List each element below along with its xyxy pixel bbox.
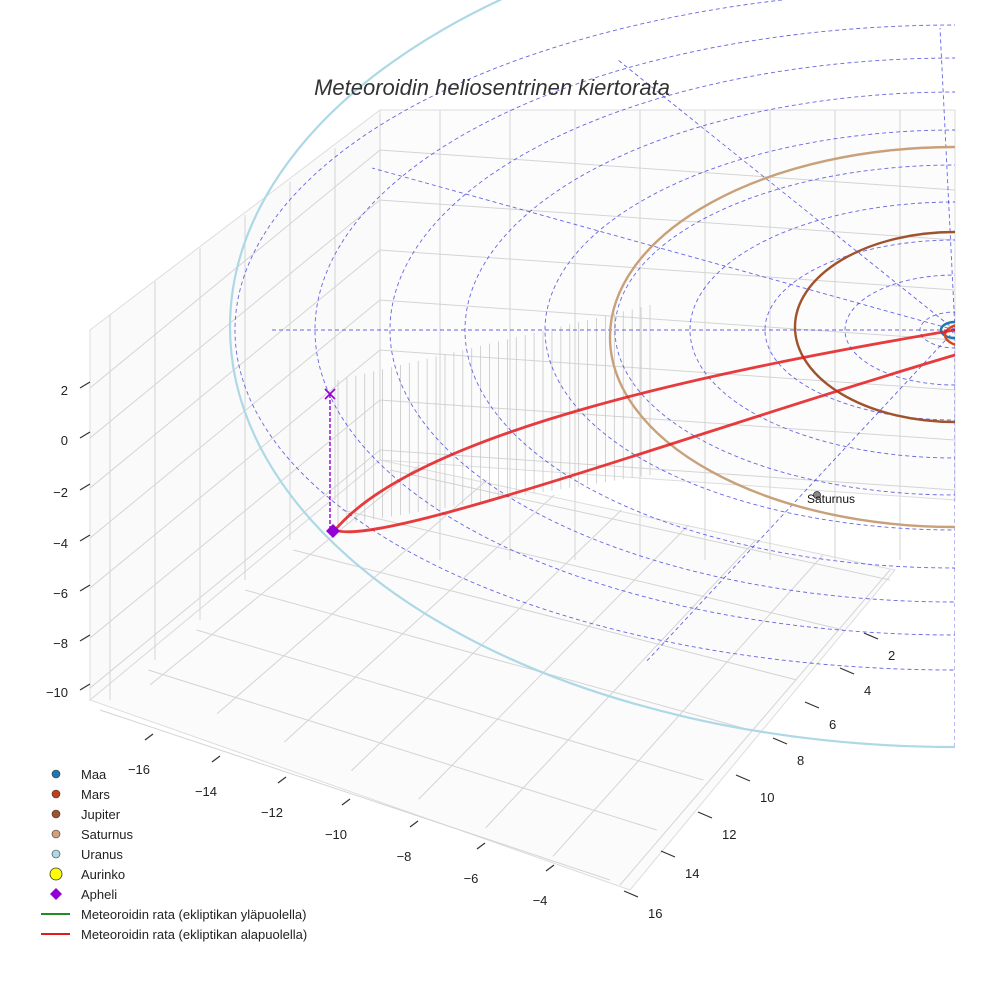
x-tick-mark bbox=[277, 776, 287, 784]
legend-marker-3 bbox=[51, 829, 61, 839]
planet-points: M Saturnus bbox=[807, 295, 972, 506]
ecliptic-spoke bbox=[617, 59, 955, 331]
ecliptic-spoke bbox=[939, 27, 955, 331]
planet-label-maa: M bbox=[958, 295, 968, 309]
ecliptic-grid bbox=[234, 0, 955, 750]
ecliptic-ring bbox=[234, 0, 955, 671]
orbit-mars bbox=[943, 324, 955, 346]
chart-title: Meteoroidin heliosentrinen kiertorata bbox=[314, 75, 670, 100]
z-tick-mark bbox=[79, 381, 91, 389]
z-tick-label: −8 bbox=[53, 636, 68, 651]
x-tick-label: −10 bbox=[325, 827, 347, 842]
z-tick-label: 0 bbox=[61, 433, 68, 448]
orbit-saturnus bbox=[608, 145, 955, 529]
planet-point-saturnus bbox=[813, 491, 821, 499]
x-tick-mark bbox=[211, 755, 221, 763]
x-tick-mark bbox=[545, 864, 555, 872]
z-tick-label: −6 bbox=[53, 586, 68, 601]
x-tick-mark bbox=[144, 733, 154, 741]
z-tick-label: −10 bbox=[46, 685, 68, 700]
y-tick-label: 14 bbox=[685, 866, 699, 881]
x-tick-label: −8 bbox=[397, 849, 412, 864]
legend-marker-2 bbox=[51, 809, 61, 819]
x-tick-mark bbox=[476, 842, 486, 850]
y-tick-mark bbox=[735, 774, 751, 782]
x-axis-ticks: −16 −14 −12 −10 −8 −6 −4 bbox=[128, 733, 555, 908]
z-tick-mark bbox=[79, 431, 91, 439]
legend-label: Saturnus bbox=[81, 827, 134, 842]
y-tick-mark bbox=[660, 850, 676, 858]
z-axis-ticks: 2 0 −2 −4 −6 −8 −10 bbox=[46, 381, 91, 700]
y-tick-mark bbox=[839, 667, 855, 675]
aphelion-projection-cross bbox=[324, 388, 336, 400]
y-tick-label: 8 bbox=[797, 753, 804, 768]
legend-label: Apheli bbox=[81, 887, 117, 902]
y-tick-mark bbox=[772, 737, 788, 745]
y-axis-ticks: 2 4 6 8 10 12 14 16 bbox=[623, 632, 895, 921]
y-tick-mark bbox=[623, 890, 639, 898]
y-tick-label: 12 bbox=[722, 827, 736, 842]
axes-panes bbox=[89, 108, 956, 891]
orbit-maa bbox=[939, 320, 955, 340]
orbit-jupiter bbox=[793, 230, 955, 424]
y-tick-mark bbox=[804, 701, 820, 709]
legend-label: Maa bbox=[81, 767, 107, 782]
z-tick-label: 2 bbox=[61, 383, 68, 398]
y-tick-label: 6 bbox=[829, 717, 836, 732]
x-tick-label: −6 bbox=[464, 871, 479, 886]
legend-label: Mars bbox=[81, 787, 110, 802]
legend-marker-0 bbox=[51, 769, 61, 779]
legend-label: Uranus bbox=[81, 847, 123, 862]
aphelion-marker bbox=[326, 524, 340, 538]
x-tick-label: −16 bbox=[128, 762, 150, 777]
planet-label-saturnus: Saturnus bbox=[807, 492, 855, 506]
planet-point-maa bbox=[965, 295, 972, 302]
aphelion-marks bbox=[324, 388, 340, 538]
legend: Maa Mars Jupiter Saturnus Uranus Aurinko Aphel… bbox=[41, 767, 307, 942]
legend-marker-4 bbox=[51, 849, 61, 859]
y-tick-label: 2 bbox=[888, 648, 895, 663]
z-tick-mark bbox=[79, 483, 91, 491]
z-tick-mark bbox=[79, 683, 91, 691]
x-tick-label: −4 bbox=[533, 893, 548, 908]
ecliptic-spoke bbox=[371, 167, 955, 331]
legend-label: Aurinko bbox=[81, 867, 125, 882]
z-tick-mark bbox=[79, 634, 91, 642]
legend-marker-6 bbox=[50, 888, 62, 900]
z-tick-label: −2 bbox=[53, 485, 68, 500]
z-tick-mark bbox=[79, 534, 91, 542]
planet-orbits bbox=[229, 0, 955, 748]
legend-label: Jupiter bbox=[81, 807, 121, 822]
ecliptic-ring bbox=[844, 274, 955, 386]
legend-marker-1 bbox=[51, 789, 61, 799]
z-tick-label: −4 bbox=[53, 536, 68, 551]
y-tick-label: 4 bbox=[864, 683, 871, 698]
legend-marker-5 bbox=[49, 867, 63, 881]
ecliptic-spoke bbox=[644, 329, 955, 664]
legend-label: Meteoroidin rata (ekliptikan alapuolella… bbox=[81, 927, 307, 942]
x-tick-mark bbox=[341, 798, 351, 806]
z-tick-mark bbox=[79, 584, 91, 592]
x-tick-label: −14 bbox=[195, 784, 217, 799]
legend-label: Meteoroidin rata (ekliptikan yläpuolella… bbox=[81, 907, 306, 922]
orbit-projection-stems bbox=[337, 305, 651, 525]
y-tick-label: 16 bbox=[648, 906, 662, 921]
x-tick-label: −12 bbox=[261, 805, 283, 820]
x-tick-mark bbox=[409, 820, 419, 828]
y-tick-label: 10 bbox=[760, 790, 774, 805]
orbit-uranus bbox=[229, 0, 955, 748]
y-tick-mark bbox=[697, 811, 713, 819]
y-tick-mark bbox=[863, 632, 879, 640]
